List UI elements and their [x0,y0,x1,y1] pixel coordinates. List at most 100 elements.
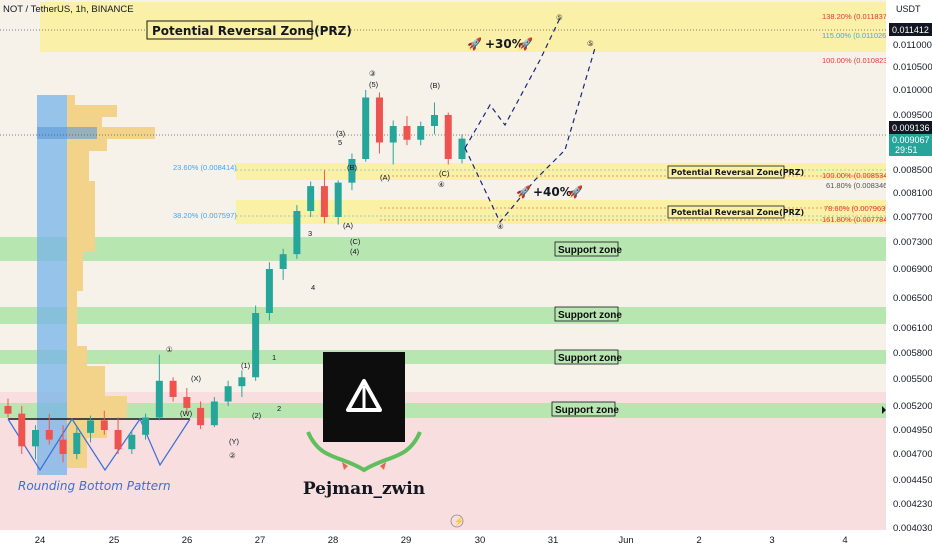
candle-body [197,407,205,426]
candle [128,430,136,454]
svg-text:④: ④ [497,222,504,231]
x-tick-label: 30 [475,535,486,546]
x-tick-label: 31 [548,535,559,546]
candle-body [375,97,383,143]
candle-body [114,430,122,450]
candle [265,262,273,321]
y-tick-label: 0.005800 [893,348,932,359]
candle [155,354,163,421]
candle [114,417,122,454]
svg-text:⑤: ⑤ [556,13,563,22]
svg-text:②: ② [229,451,236,460]
support-zone-3 [0,350,886,364]
price-axis[interactable] [886,0,932,530]
svg-text:29:51: 29:51 [895,145,918,155]
support-label-1: Support zone [554,241,622,257]
y-tick-label: 0.008500 [893,165,932,176]
candle-body [169,380,177,397]
y-tick-label: 0.007700 [893,212,932,223]
x-tick-label: 25 [109,535,120,546]
svg-text:③: ③ [369,69,376,78]
candle [362,90,370,162]
candle-body [444,115,452,159]
svg-text:(B): (B) [347,163,358,172]
projection-path-2 [464,47,596,224]
x-tick-label: 24 [35,535,46,546]
candle-body [458,138,466,159]
candle [59,425,67,463]
x-tick-label: Jun [618,535,633,546]
candle [389,120,397,165]
candle-body [320,186,328,217]
svg-text:Potential Reversal Zone(PRZ): Potential Reversal Zone(PRZ) [152,24,352,38]
arrow-right-icon[interactable] [882,406,886,414]
candle-body [334,182,342,217]
svg-text:78.60% (0.007963): 78.60% (0.007963) [824,204,888,213]
svg-text:Support zone: Support zone [558,310,622,321]
candle-body [307,186,315,211]
prz-top-label: Potential Reversal Zone(PRZ) [146,20,352,40]
candle-body [252,313,260,378]
svg-text:(4): (4) [350,247,360,256]
candles-group [4,90,466,463]
candle [183,388,191,414]
svg-text:38.20% (0.007597): 38.20% (0.007597) [173,211,237,220]
candle [45,413,53,445]
candle-body [87,420,95,433]
svg-text:(A): (A) [380,173,391,182]
candle-body [59,439,67,454]
svg-text:23.60% (0.008414): 23.60% (0.008414) [173,163,237,172]
y-tick-label: 0.004450 [893,475,932,486]
candle [224,380,232,406]
svg-text:(B): (B) [430,81,441,90]
x-tick-label: 28 [328,535,339,546]
candle [142,413,150,440]
y-tick-label: 0.005500 [893,374,932,385]
svg-text:(3): (3) [336,129,346,138]
candle [197,401,205,430]
candle-body [18,413,26,447]
rocket-icon: 🚀 [568,185,583,199]
y-tick-label: 0.004230 [893,499,932,510]
y-tick-label: 0.004700 [893,449,932,460]
x-tick-label: 4 [842,535,847,546]
y-tick-label: 0.006500 [893,293,932,304]
candle [444,112,452,165]
rocket-icon: 🚀 [516,185,531,199]
candle [403,116,411,146]
time-axis[interactable] [0,530,886,550]
svg-text:3: 3 [308,229,312,238]
y-tick-label: 0.007300 [893,237,932,248]
svg-text:0.011412: 0.011412 [892,25,929,35]
svg-text:(C): (C) [350,237,361,246]
svg-text:(X): (X) [191,374,202,383]
x-tick-label: 26 [182,535,193,546]
support-zone-1 [0,237,886,261]
prz-low-label: Potential Reversal Zone(PRZ) [667,205,804,219]
y-tick-label: 0.004030 [893,523,932,534]
candle-body [45,430,53,440]
svg-text:(2): (2) [252,411,262,420]
candle [375,92,383,154]
lightning-icon[interactable] [450,514,464,528]
candle-body [32,430,40,447]
svg-text:④: ④ [438,180,445,189]
svg-text:(W): (W) [180,409,193,418]
svg-text:61.80% (0.008346): 61.80% (0.008346) [826,181,890,190]
support-zone-4 [0,403,886,418]
svg-text:100.00% (0.010823): 100.00% (0.010823) [822,56,890,65]
candle [87,415,95,443]
wave-labels: ① ② ③ ④ ⑤ ⑤ ④ 1 2 3 4 5 (1) (2) (3) (4) … [166,13,594,460]
y-tick-label: 0.004950 [893,425,932,436]
svg-text:(A): (A) [343,221,354,230]
svg-text:+40%: +40% [533,185,572,199]
svg-text:(1): (1) [241,361,251,370]
candle-body [430,115,438,126]
y-tick-label: 0.010500 [893,62,932,73]
svg-text:1: 1 [272,353,276,362]
candle [4,398,12,418]
volume-profile [37,95,155,475]
candle [293,205,301,259]
x-tick-label: 2 [696,535,701,546]
